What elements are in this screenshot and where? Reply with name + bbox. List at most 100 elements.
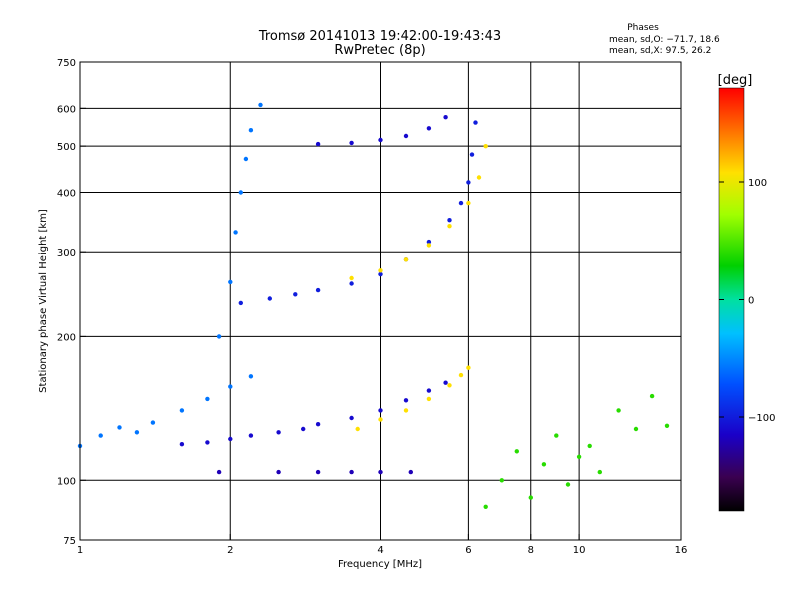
x-tick-label: 1 [77,545,83,556]
data-point [293,292,298,297]
data-point [267,296,272,301]
data-point [466,365,471,370]
y-tick-label: 200 [57,332,76,343]
data-point [378,408,383,413]
data-point [233,230,238,235]
x-tick-label: 4 [377,545,383,556]
data-point [458,200,464,206]
x-tick-label: 8 [528,545,534,556]
data-point [426,243,432,248]
y-axis: 75 100 200 300 400 500 600 750 [57,58,86,547]
data-point [378,271,383,277]
data-point [541,462,547,467]
data-point [238,190,243,195]
data-point [447,218,452,223]
data-point [483,504,488,509]
data-point [403,398,409,403]
y-axis-label: Stationary phase Virtual Height [km] [38,209,49,393]
data-point [238,300,243,306]
data-point [403,133,409,139]
data-point [378,268,383,273]
data-points [77,102,670,509]
x-tick-label: 2 [227,545,233,556]
data-point [403,257,409,262]
data-point [528,495,533,500]
data-point [458,372,464,378]
data-point [276,430,281,435]
data-point [616,408,621,413]
x-tick-label: 6 [465,545,471,556]
data-point [554,433,559,438]
data-point [447,383,452,388]
y-tick-label: 750 [57,58,76,69]
colorbar-ticks: 100 0 −100 [719,178,775,424]
data-point [349,469,354,475]
data-point [228,279,233,285]
data-point [466,180,471,185]
data-point [258,102,263,108]
data-point [355,426,360,432]
data-point [649,393,655,399]
colorbar: [deg] 100 0 −100 [718,73,775,512]
colorbar-tick-label: −100 [748,413,775,424]
stats-line-o: mean, sd,O: −71.7, 18.6 [609,35,720,45]
data-point [447,224,452,229]
data-point [248,128,254,133]
data-point [466,200,471,206]
colorbar-label: [deg] [718,73,753,88]
data-point [349,415,354,421]
x-tick-label: 16 [675,545,688,556]
data-point [426,396,432,402]
stats-line-x: mean, sd,X: 97.5, 26.2 [609,46,711,56]
data-point [633,426,639,432]
data-point [216,469,222,475]
data-point [315,287,321,293]
data-point [443,115,448,120]
data-point [597,469,602,475]
x-axis-label: Frequency [MHz] [338,559,422,570]
data-point [117,425,122,430]
y-tick-label: 100 [57,476,76,487]
data-point [426,388,432,393]
y-tick-label: 300 [57,248,76,259]
data-point [378,469,383,475]
data-point [587,443,592,449]
data-point [565,482,571,487]
colorbar-tick-label: 100 [748,178,767,189]
chart-title: Tromsø 20141013 19:42:00-19:43:43 [258,29,501,44]
data-point [664,423,670,428]
data-point [378,417,383,422]
data-point [403,408,409,413]
data-point [276,469,281,475]
data-point [98,433,103,438]
data-point [134,430,140,435]
stats-heading: Phases [627,23,659,33]
data-point [483,144,488,149]
data-point [576,454,582,459]
grid [80,62,681,540]
data-point [248,374,254,379]
colorbar-tick-label: 0 [748,296,754,307]
data-point [443,380,448,385]
data-point [426,239,432,245]
data-point [499,478,504,483]
data-point [473,120,478,125]
title-block: Tromsø 20141013 19:42:00-19:43:43 RwPret… [258,29,501,58]
y-tick-label: 75 [63,536,76,547]
data-point [315,469,321,475]
data-point [426,126,432,131]
data-point [228,384,233,389]
x-tick-label: 10 [573,545,586,556]
data-point [301,426,306,432]
data-point [205,440,210,445]
data-point [408,469,413,475]
data-point [349,275,354,281]
data-point [315,141,321,147]
y-tick-label: 400 [57,188,76,199]
data-point [378,137,383,143]
data-point [476,175,482,180]
data-point [349,140,354,146]
data-point [248,433,254,438]
data-point [150,420,156,425]
chart-subtitle: RwPretec (8p) [334,43,425,58]
